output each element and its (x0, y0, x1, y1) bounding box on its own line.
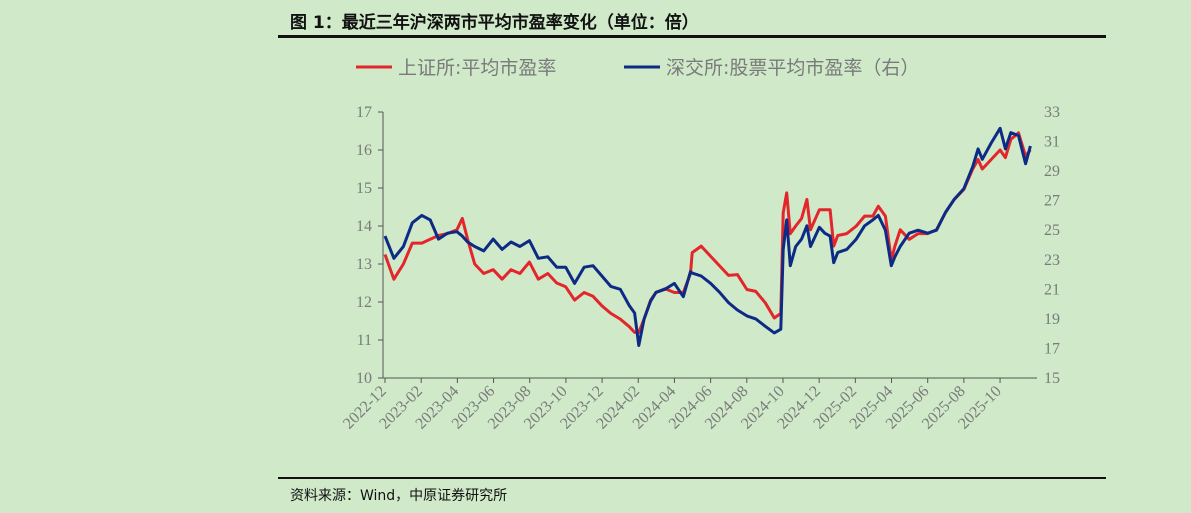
y-right-tick-label: 31 (1044, 134, 1060, 151)
series-line-shenzhen (383, 126, 1032, 347)
y-right-tick-label: 17 (1044, 340, 1060, 357)
y-left-tick-label: 17 (356, 104, 372, 121)
title-divider (278, 35, 1106, 38)
y-left-tick-label: 13 (356, 256, 372, 273)
chart-title: 图 1：最近三年沪深两市平均市盈率变化（单位：倍） (290, 13, 699, 33)
y-right-tick-label: 23 (1044, 252, 1060, 269)
y-left-tick-label: 15 (356, 180, 372, 197)
y-right-tick-label: 33 (1044, 104, 1060, 121)
y-right-tick-label: 25 (1044, 222, 1060, 239)
y-right-tick-label: 21 (1044, 281, 1060, 298)
y-left-tick-label: 11 (357, 332, 372, 349)
y-left-tick-label: 16 (356, 142, 372, 159)
y-right-tick-label: 15 (1044, 370, 1060, 387)
y-right-tick-label: 29 (1044, 163, 1060, 180)
legend-label-blue: 深交所:股票平均市盈率（右） (666, 57, 919, 79)
source-note: 资料来源：Wind，中原证券研究所 (290, 488, 508, 504)
y-right-tick-label: 27 (1044, 193, 1060, 210)
footer-divider (278, 477, 1106, 479)
y-left-tick-label: 12 (356, 294, 372, 311)
y-left-tick-label: 10 (356, 370, 372, 387)
y-right-tick-label: 19 (1044, 311, 1060, 328)
legend-label-red: 上证所:平均市盈率 (398, 57, 556, 79)
y-left-tick-label: 14 (356, 218, 372, 235)
legend: 上证所:平均市盈率 深交所:股票平均市盈率（右） (356, 57, 919, 79)
